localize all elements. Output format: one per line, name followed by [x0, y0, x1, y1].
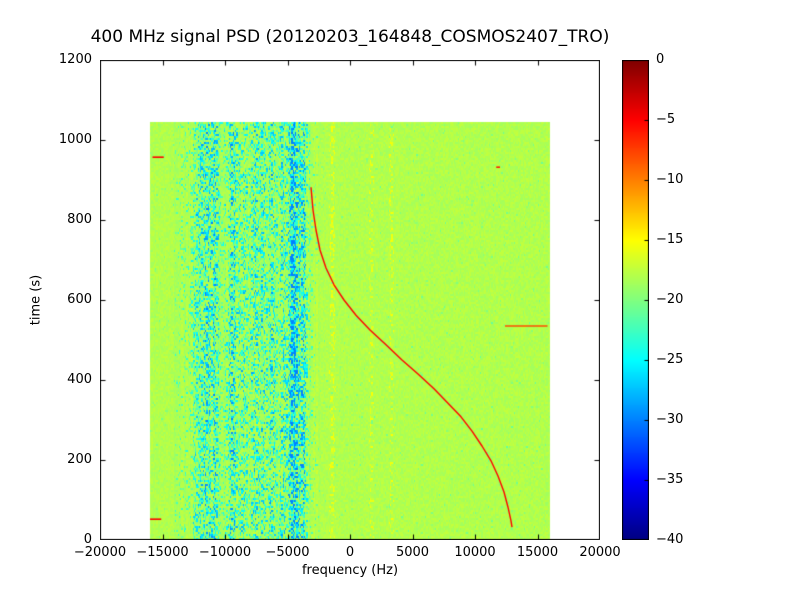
y-tick-label: 800	[67, 212, 92, 227]
chart-title: 400 MHz signal PSD (20120203_164848_COSM…	[90, 27, 610, 47]
colorbar	[622, 60, 649, 540]
x-tick-label: −15000	[136, 545, 189, 560]
y-tick-label: 0	[83, 532, 92, 547]
x-tick-label: 5000	[395, 545, 430, 560]
x-tick-label: 20000	[579, 545, 621, 560]
y-tick-label: 1000	[58, 132, 92, 147]
y-tick-label: 200	[67, 452, 92, 467]
y-tick-label: 600	[67, 292, 92, 307]
colorbar-tick-label: 0	[656, 52, 665, 67]
x-tick-label: −20000	[73, 545, 127, 560]
y-tick-label: 1200	[58, 52, 92, 67]
x-tick-label: −10000	[198, 545, 252, 560]
colorbar-tick-label: −35	[656, 472, 684, 487]
colorbar-tick-label: −5	[656, 112, 676, 127]
colorbar-tick-label: −25	[656, 352, 684, 367]
heatmap-plot-area	[100, 60, 600, 540]
x-axis-label: frequency (Hz)	[301, 563, 399, 578]
y-tick-label: 400	[67, 372, 92, 387]
x-tick-label: 0	[345, 545, 355, 560]
x-tick-label: 10000	[454, 545, 496, 560]
colorbar-tick-label: −40	[656, 532, 684, 547]
colorbar-tick-label: −15	[656, 232, 684, 247]
x-tick-label: −5000	[265, 545, 310, 560]
colorbar-tick-label: −30	[656, 412, 684, 427]
x-tick-label: 15000	[516, 545, 559, 560]
colorbar-tick-label: −10	[656, 172, 684, 187]
colorbar-tick-label: −20	[656, 292, 684, 307]
